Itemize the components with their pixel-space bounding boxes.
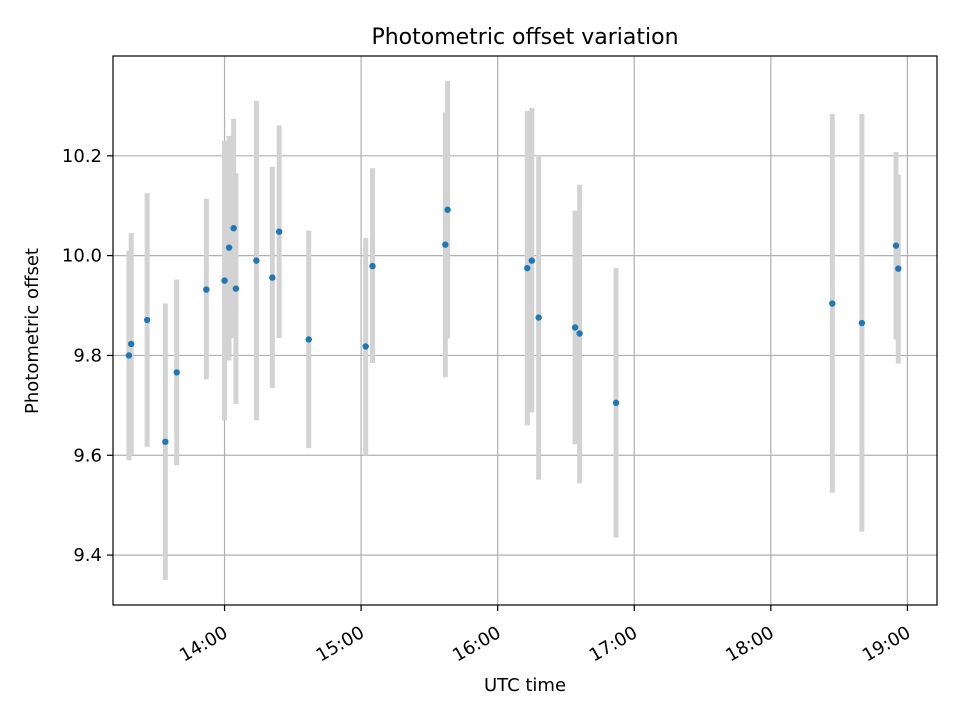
y-tick-label: 10.0 (62, 246, 102, 267)
y-axis-label: Photometric offset (22, 248, 43, 414)
data-point (442, 241, 449, 248)
data-point (858, 319, 866, 327)
data-point (232, 285, 240, 292)
data-point (225, 244, 233, 251)
data-point (269, 274, 276, 281)
data-point (221, 277, 228, 284)
data-point (535, 314, 542, 321)
plot-frame (112, 55, 938, 606)
data-point (128, 340, 135, 348)
data-point (576, 330, 583, 337)
y-tick-label: 9.6 (73, 445, 102, 466)
data-point (895, 265, 902, 272)
data-point (362, 343, 369, 350)
data-point (173, 369, 180, 376)
data-point (125, 352, 133, 359)
data-points (125, 206, 902, 445)
data-point (444, 206, 451, 213)
y-axis-ticks: 9.4 9.6 9.8 10.0 10.2 (62, 146, 113, 566)
data-point (203, 286, 210, 293)
data-point (571, 324, 579, 331)
data-point (612, 399, 620, 407)
data-point (524, 264, 531, 272)
data-point (528, 257, 536, 264)
y-tick-label: 9.8 (73, 345, 102, 366)
chart-title: Photometric offset variation (371, 25, 678, 50)
y-tick-label: 10.2 (62, 146, 102, 167)
data-point (253, 257, 260, 264)
data-point (275, 228, 283, 235)
data-point (369, 262, 376, 270)
data-point (892, 242, 900, 249)
data-point (829, 300, 836, 307)
data-point (162, 438, 169, 445)
y-tick-label: 9.4 (73, 545, 102, 566)
data-point (305, 336, 312, 343)
x-axis-label: UTC time (484, 675, 566, 696)
data-point (230, 224, 237, 232)
data-point (143, 316, 151, 324)
